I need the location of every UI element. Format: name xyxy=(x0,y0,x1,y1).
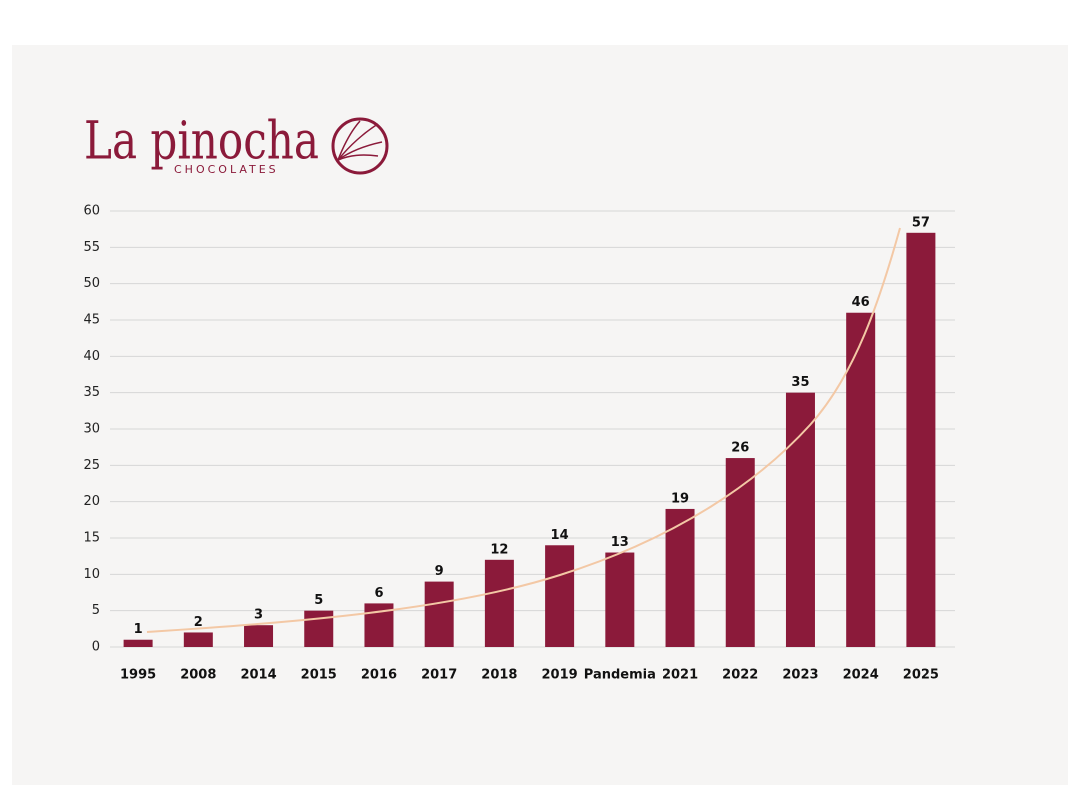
x-tick-label: 2014 xyxy=(240,668,276,683)
bar xyxy=(725,458,755,647)
logo-title: La pinocha xyxy=(84,112,319,172)
bar xyxy=(785,392,815,647)
bar xyxy=(244,625,274,647)
x-tick-label: 2024 xyxy=(843,668,879,683)
trend-line xyxy=(146,227,901,633)
bar xyxy=(183,632,213,647)
x-tick-label: 1995 xyxy=(120,668,156,683)
plot: 0510152025303540455055601995120082201432… xyxy=(83,204,955,683)
y-tick-label: 5 xyxy=(92,603,100,618)
x-tick-label: Pandemia xyxy=(584,668,656,683)
y-tick-label: 15 xyxy=(83,531,100,546)
y-tick-label: 35 xyxy=(83,385,100,400)
bar xyxy=(484,559,514,647)
x-tick-label: 2017 xyxy=(421,668,457,683)
data-label: 57 xyxy=(912,215,930,230)
y-tick-label: 50 xyxy=(83,276,100,291)
data-label: 2 xyxy=(194,615,203,630)
bar xyxy=(424,581,454,647)
logo-subtitle: CHOCOLATES xyxy=(174,163,279,176)
x-tick-label: 2021 xyxy=(662,668,698,683)
bar xyxy=(605,552,635,647)
bar xyxy=(906,232,936,648)
bar xyxy=(304,610,334,647)
bar xyxy=(545,545,575,647)
x-tick-label: 2023 xyxy=(782,668,818,683)
background xyxy=(12,45,1068,785)
x-tick-label: 2008 xyxy=(180,668,216,683)
data-label: 19 xyxy=(671,491,689,506)
data-label: 9 xyxy=(435,564,444,579)
x-tick-label: 2025 xyxy=(903,668,939,683)
data-label: 14 xyxy=(551,528,569,543)
data-label: 13 xyxy=(611,535,629,550)
bar xyxy=(123,639,153,647)
y-tick-label: 30 xyxy=(83,422,100,437)
data-label: 5 xyxy=(314,593,323,608)
x-tick-label: 2022 xyxy=(722,668,758,683)
data-label: 46 xyxy=(852,295,870,310)
y-tick-label: 40 xyxy=(83,349,100,364)
y-tick-label: 55 xyxy=(83,240,100,255)
data-label: 3 xyxy=(254,608,263,623)
bar xyxy=(846,312,876,647)
x-tick-label: 2016 xyxy=(361,668,397,683)
data-label: 1 xyxy=(134,622,143,637)
bar xyxy=(665,508,695,647)
y-tick-label: 0 xyxy=(92,640,100,655)
y-tick-label: 60 xyxy=(83,204,100,219)
x-tick-label: 2015 xyxy=(301,668,337,683)
y-tick-label: 25 xyxy=(83,458,100,473)
x-tick-label: 2019 xyxy=(542,668,578,683)
data-label: 35 xyxy=(791,375,809,390)
y-tick-label: 45 xyxy=(83,313,100,328)
logo-emblem xyxy=(331,117,389,175)
y-tick-label: 20 xyxy=(83,494,100,509)
x-tick-label: 2018 xyxy=(481,668,517,683)
data-label: 26 xyxy=(731,441,749,456)
data-label: 12 xyxy=(490,542,508,557)
y-tick-label: 10 xyxy=(83,567,100,582)
data-label: 6 xyxy=(374,586,383,601)
